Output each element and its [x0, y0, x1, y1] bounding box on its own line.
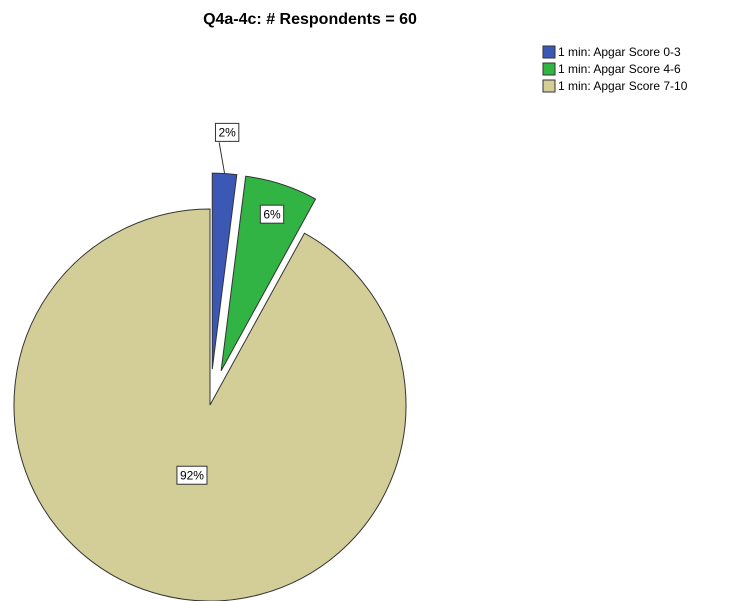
data-label-text: 2%	[218, 126, 236, 140]
data-label-box	[176, 465, 208, 485]
data-label-box	[259, 204, 285, 224]
data-label-text: 6%	[263, 207, 281, 221]
pie-slice	[220, 175, 317, 372]
data-label-text: 92%	[180, 468, 204, 482]
legend-swatch	[542, 62, 556, 76]
pie-slice	[211, 172, 238, 370]
data-label: 92%	[176, 465, 208, 485]
leader-line	[218, 142, 226, 174]
pie-slice	[13, 208, 407, 601]
data-label: 2%	[214, 122, 240, 142]
legend-label: 1 min: Apgar Score 7-10	[558, 79, 688, 93]
data-label-box	[214, 122, 240, 142]
legend-swatch	[542, 45, 556, 59]
chart-title: Q4a-4c: # Respondents = 60	[203, 11, 417, 28]
data-label: 6%	[259, 204, 285, 224]
legend-swatch	[542, 79, 556, 93]
legend-label: 1 min: Apgar Score 0-3	[558, 45, 681, 59]
legend-label: 1 min: Apgar Score 4-6	[558, 62, 681, 76]
